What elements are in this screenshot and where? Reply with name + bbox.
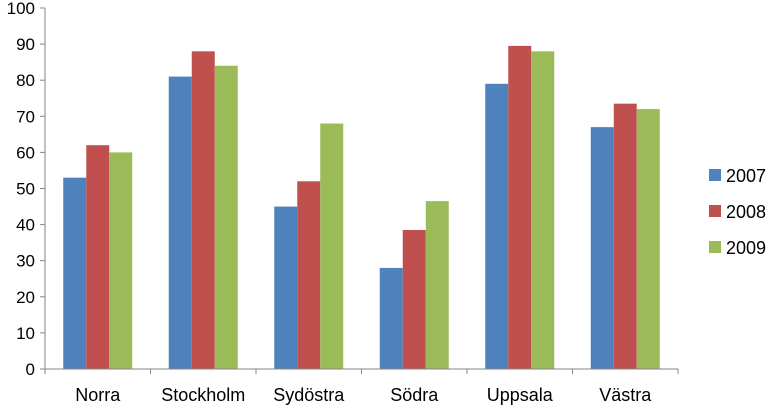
x-category-label: Södra xyxy=(390,385,439,405)
bar-2007-Sydöstra xyxy=(274,206,298,369)
legend-swatch-2008 xyxy=(709,205,721,217)
y-tick-label: 90 xyxy=(16,35,35,54)
bar-2008-Uppsala xyxy=(508,45,532,370)
bar-2008-Sydöstra xyxy=(297,181,321,369)
legend-label-2009: 2009 xyxy=(726,238,766,258)
y-tick-label: 70 xyxy=(16,107,35,126)
x-category-label: Västra xyxy=(599,385,652,405)
bar-2007-Uppsala xyxy=(485,83,509,369)
axes-layer xyxy=(40,7,679,374)
bar-2008-Södra xyxy=(402,230,426,369)
y-tick-label: 30 xyxy=(16,252,35,271)
x-category-label: Stockholm xyxy=(161,385,245,405)
bar-2007-Södra xyxy=(379,267,403,369)
bar-2009-Västra xyxy=(636,109,660,369)
y-tick-label: 20 xyxy=(16,288,35,307)
bar-2008-Stockholm xyxy=(191,51,215,369)
bar-2008-Norra xyxy=(86,145,110,369)
bar-2009-Sydöstra xyxy=(320,123,344,370)
labels-layer: 0 10 20 30 40 50 60 70 80 90 100 Norra Stockholm Sydö… xyxy=(7,0,653,405)
y-tick-label: 50 xyxy=(16,180,35,199)
legend: 2007 2008 2009 xyxy=(709,166,766,258)
x-category-label: Sydöstra xyxy=(273,385,345,405)
bar-2009-Uppsala xyxy=(531,51,555,369)
legend-swatch-2009 xyxy=(709,241,721,253)
y-tick-label: 80 xyxy=(16,71,35,90)
bar-2007-Västra xyxy=(590,127,614,369)
bar-2009-Stockholm xyxy=(214,65,238,369)
legend-swatch-2007 xyxy=(709,169,721,181)
bar-2009-Norra xyxy=(109,152,133,369)
x-category-label: Norra xyxy=(75,385,121,405)
y-tick-label: 0 xyxy=(26,360,35,379)
bar-2009-Södra xyxy=(425,201,449,369)
bars-layer xyxy=(63,45,660,370)
y-tick-label: 60 xyxy=(16,143,35,162)
y-tick-label: 100 xyxy=(7,0,35,18)
x-category-label: Uppsala xyxy=(487,385,554,405)
legend-label-2008: 2008 xyxy=(726,202,766,222)
y-tick-label: 40 xyxy=(16,216,35,235)
y-tick-label: 10 xyxy=(16,324,35,343)
bar-2007-Norra xyxy=(63,177,87,369)
legend-label-2007: 2007 xyxy=(726,166,766,186)
bar-2007-Stockholm xyxy=(168,76,192,369)
bar-2008-Västra xyxy=(613,103,637,370)
